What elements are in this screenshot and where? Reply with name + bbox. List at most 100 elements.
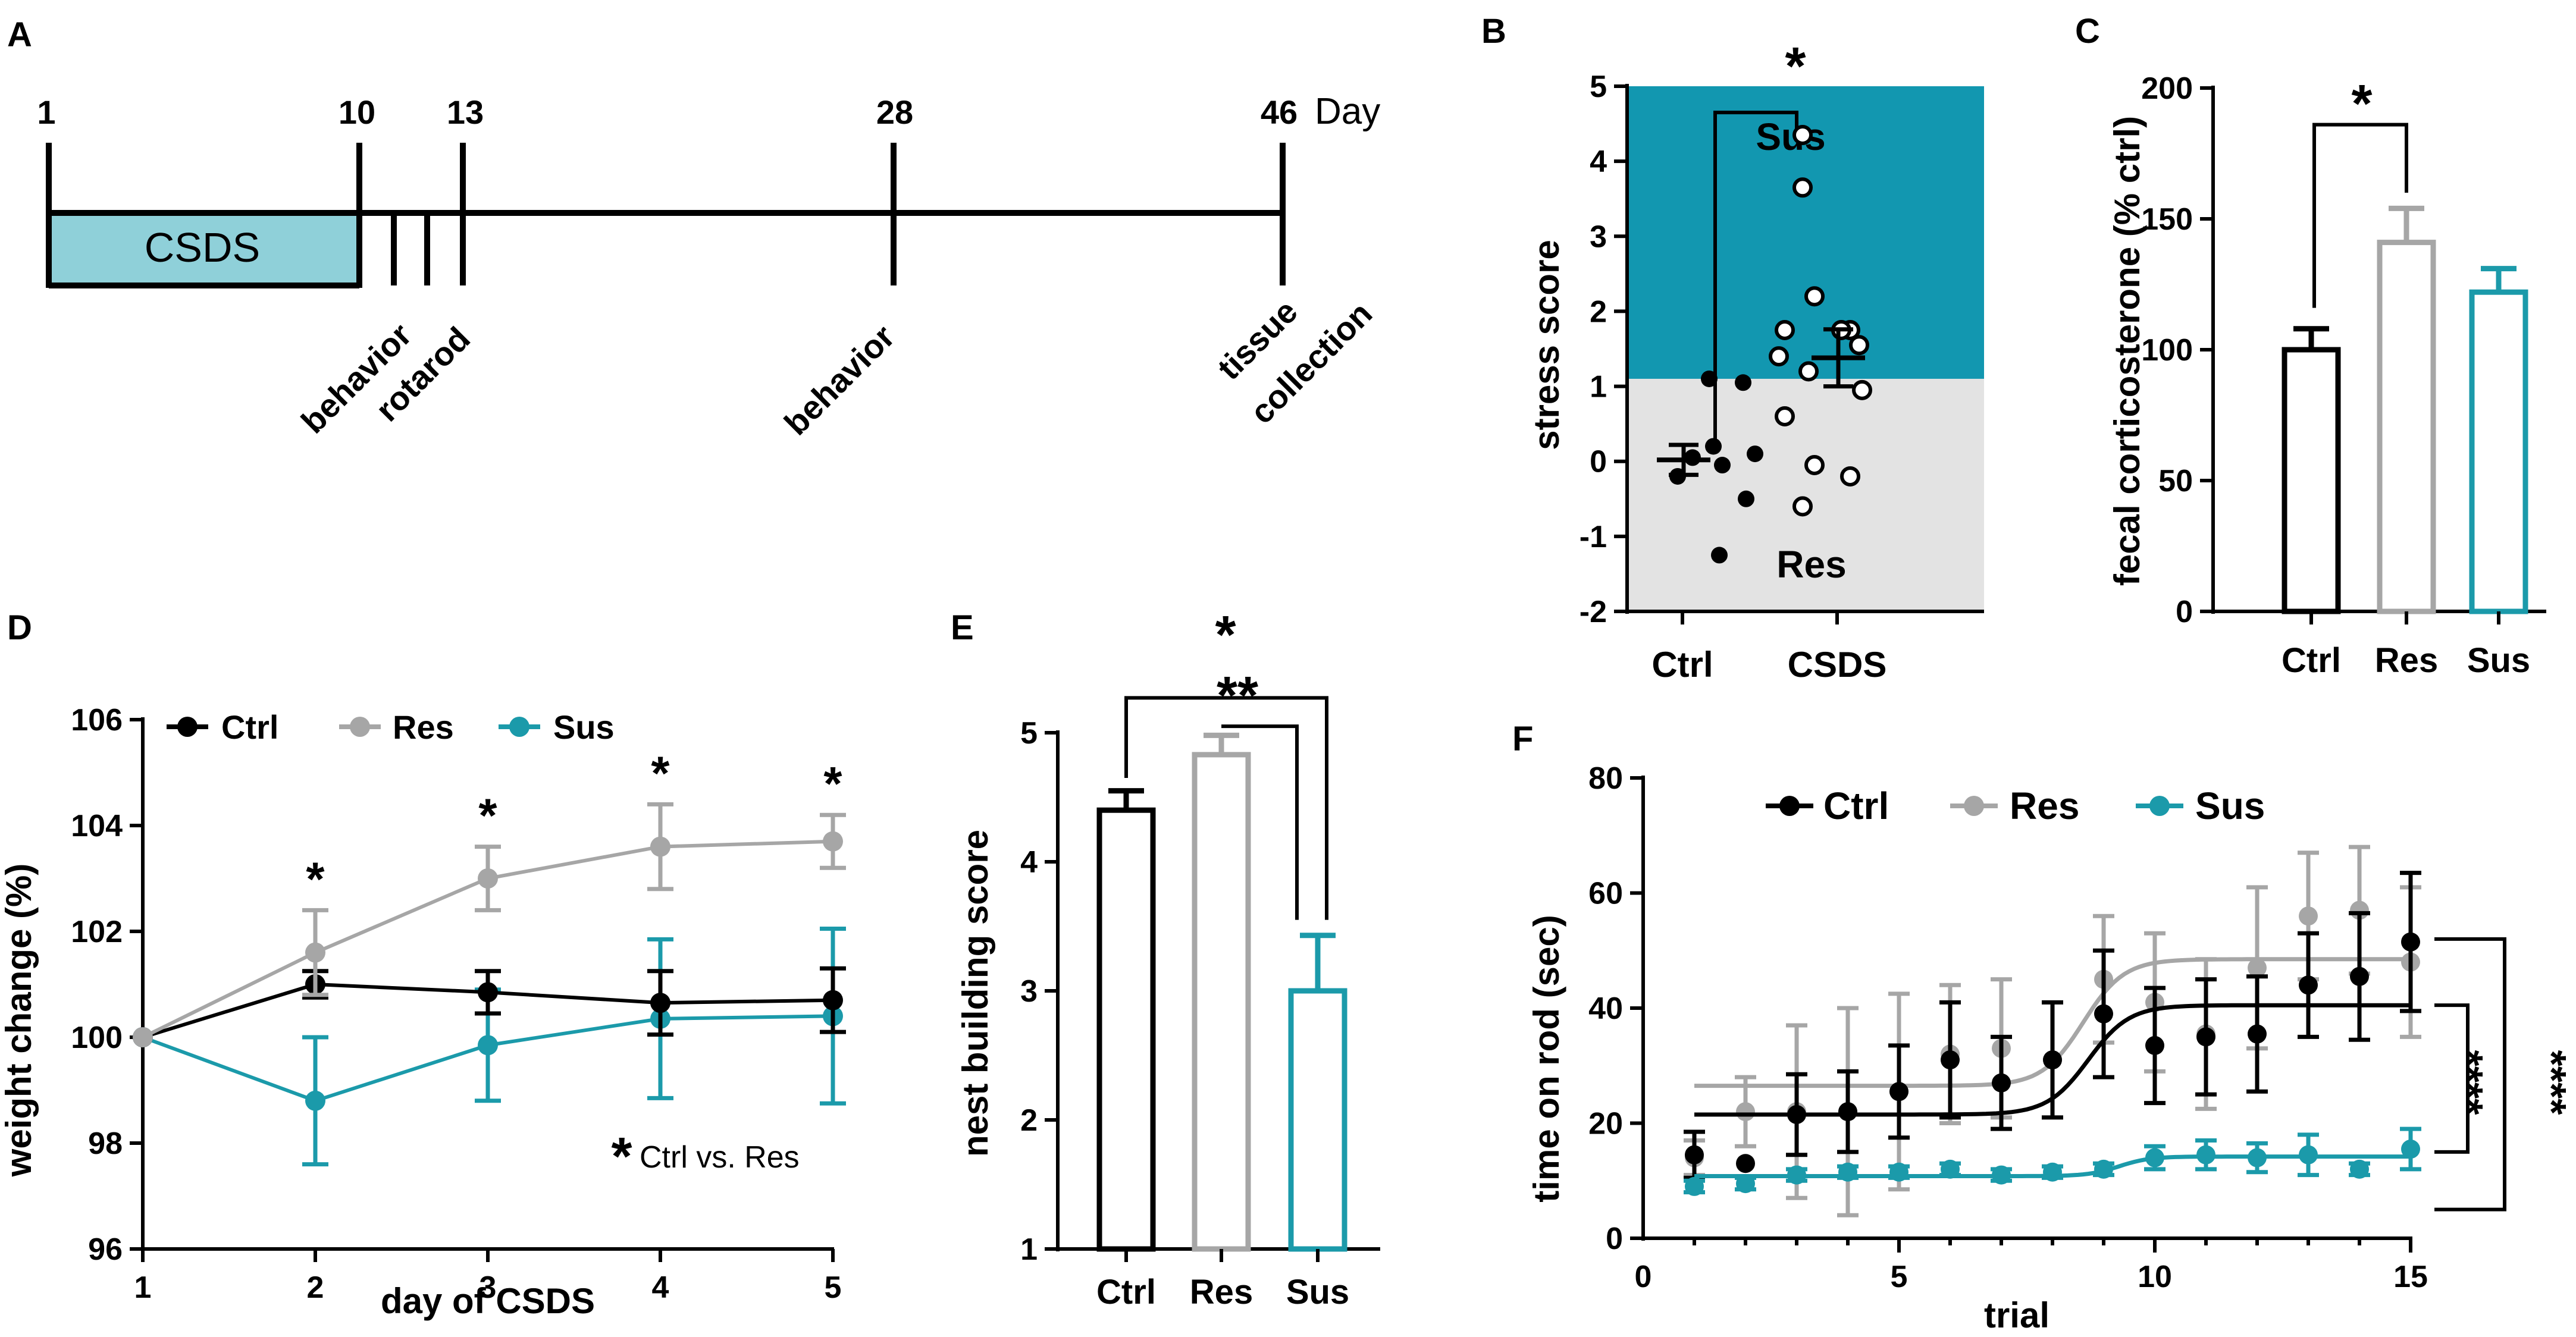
d-legend: Ctrl Res Sus (167, 708, 615, 746)
panel-label-f: F (1512, 720, 1533, 758)
e-bar-sus (1288, 988, 1347, 1252)
d-point-ctrl (823, 990, 843, 1010)
b-point-csds (1792, 124, 1813, 145)
f-point-ctrl (2196, 1027, 2215, 1047)
e-y-axis-title: nest building score (955, 830, 995, 1157)
c-bar-sus (2469, 289, 2528, 614)
f-x-tick-label: 10 (2138, 1260, 2172, 1294)
b-point-csds (1775, 319, 1795, 340)
f-point-sus (1941, 1159, 1960, 1179)
b-y-tick-label: -1 (1580, 520, 1607, 554)
b-point-csds (1840, 466, 1860, 487)
b-point-csds (1775, 406, 1795, 427)
b-significance-bracket (1713, 111, 1798, 450)
b-marks (1657, 111, 1872, 564)
f-point-sus (2145, 1148, 2164, 1167)
b-y-tick-label: 3 (1590, 219, 1607, 254)
f-point-ctrl (1736, 1154, 1755, 1173)
panel-f: F 80 60 40 20 00 5 10 15 time on rod (sec) tria… (1512, 720, 2575, 1335)
d-point-res (133, 1027, 153, 1047)
panel-label-b: B (1481, 12, 1506, 51)
c-x-label-ctrl: Ctrl (2282, 641, 2341, 680)
f-point-res (1736, 1102, 1755, 1122)
c-significance-bracket (2312, 123, 2408, 308)
day-10-label: 10 (339, 93, 375, 131)
b-point-csds (1852, 379, 1872, 400)
d-x-tick-label: 3 (480, 1270, 497, 1305)
e-y-tick-label: 4 (1020, 845, 1038, 880)
f-y-tick-label: 20 (1588, 1107, 1623, 1141)
f-y-tick-label: 60 (1588, 877, 1623, 911)
f-legend: Ctrl Res Sus (1766, 784, 2265, 827)
f-y-axis-title: time on rod (sec) (1527, 915, 1566, 1202)
f-axes: 80 60 40 20 00 5 10 15 (1588, 761, 2428, 1294)
d-point-res (305, 942, 325, 963)
f-point-ctrl (1992, 1073, 2011, 1093)
d-legend-ctrl-marker (177, 717, 198, 737)
d-marks: * * * * (133, 746, 846, 1167)
f-point-sus (2248, 1148, 2267, 1167)
d-y-axis-title: weight change (%) (0, 864, 39, 1178)
csds-label: CSDS (145, 224, 260, 271)
f-point-sus (2401, 1140, 2420, 1159)
d-y-tick-label: 106 (71, 703, 123, 737)
e-y-tick-label: 3 (1020, 974, 1038, 1009)
day-axis-label: Day (1315, 91, 1380, 132)
day-28-label: 28 (876, 93, 913, 131)
d-point-res (478, 868, 498, 889)
d-note-star: * (611, 1127, 632, 1187)
f-legend-ctrl: Ctrl (1823, 784, 1889, 827)
b-y-tick-label: 4 (1590, 145, 1607, 179)
f-point-ctrl (2350, 966, 2369, 986)
b-point-csds (1849, 335, 1869, 356)
f-x-tick-label: 15 (2393, 1260, 2428, 1294)
b-point-ctrl (1701, 370, 1718, 387)
b-point-csds (1798, 361, 1819, 382)
f-point-sus (2043, 1162, 2062, 1182)
e-x-label-ctrl: Ctrl (1096, 1273, 1156, 1311)
b-point-csds (1804, 455, 1825, 476)
day-1-label: 1 (37, 93, 55, 131)
panel-e: E 5 4 3 2 1 Ctrl Res Sus nest building score *… (951, 605, 1380, 1311)
e-significance-bracket-1 (1124, 696, 1328, 920)
c-significance-star: * (2351, 74, 2372, 134)
f-legend-res-marker (1964, 796, 1984, 816)
f-marks (1684, 845, 2506, 1217)
d-point-ctrl (478, 982, 498, 1003)
b-point-ctrl (1705, 438, 1722, 455)
e-significance-star-1: * (1215, 605, 1236, 665)
d-x-tick-label: 1 (134, 1270, 152, 1305)
panel-label-e: E (951, 608, 974, 647)
f-significance-bracket-2 (2434, 937, 2506, 1212)
f-point-ctrl (2145, 1035, 2164, 1055)
event-behavior-2: behavior (777, 318, 902, 442)
f-point-sus (1787, 1165, 1806, 1185)
f-point-sus (2299, 1145, 2318, 1165)
b-point-csds (1792, 496, 1813, 517)
f-point-sus (1685, 1176, 1704, 1196)
f-point-sus (1992, 1165, 2011, 1185)
d-y-tick-label: 98 (88, 1126, 123, 1161)
e-y-tick-label: 2 (1020, 1103, 1038, 1138)
c-y-tick-label: 100 (2141, 333, 2193, 368)
f-point-ctrl (1838, 1102, 1857, 1122)
c-x-label-res: Res (2375, 641, 2438, 680)
res-region-label: Res (1776, 543, 1846, 586)
d-significance-star: * (478, 789, 497, 842)
f-x-axis-title: trial (1984, 1295, 2049, 1335)
b-point-ctrl (1747, 445, 1763, 463)
f-point-ctrl (1685, 1145, 1704, 1165)
b-significance-star: * (1785, 37, 1806, 96)
b-axes: 5 4 3 2 1 0 -1 -2 (1580, 70, 1984, 629)
d-x-tick-label: 4 (652, 1270, 669, 1305)
d-point-res (650, 836, 670, 857)
e-y-tick-label: 1 (1020, 1232, 1038, 1267)
d-significance-star: * (306, 852, 325, 905)
d-x-tick-label: 2 (307, 1270, 324, 1305)
f-significance-2: **** (2528, 1050, 2575, 1116)
f-point-sus (1838, 1162, 1857, 1182)
f-point-res (2299, 906, 2318, 926)
b-y-tick-label: 0 (1590, 445, 1607, 479)
panel-a: A CSDS 1 10 13 28 46 Day behavior rotaro… (7, 15, 1380, 442)
f-point-sus (2196, 1145, 2215, 1165)
